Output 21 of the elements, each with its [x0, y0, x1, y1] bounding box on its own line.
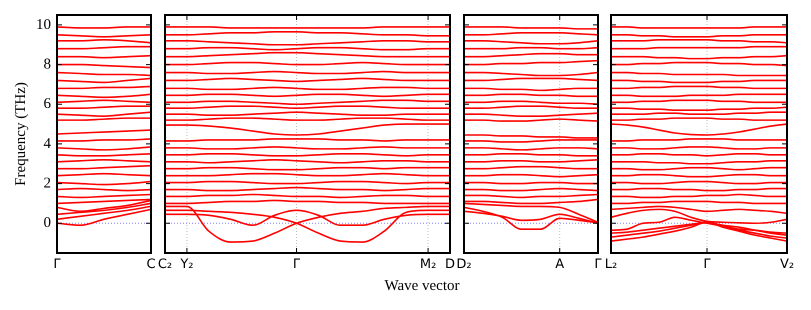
y-tick-label: 10 — [36, 16, 51, 33]
x-tick-label: C₂ — [158, 257, 172, 272]
x-tick-label: Γ — [53, 257, 62, 272]
x-tick-label: Y₂ — [179, 257, 194, 272]
x-tick-label: A — [555, 257, 564, 272]
x-axis-title: Wave vector — [384, 278, 460, 295]
x-tick-label: M₂ — [420, 257, 436, 272]
x-tick-label: D — [444, 257, 456, 272]
x-tick-label: L₂ — [604, 257, 618, 272]
y-tick-label: 6 — [44, 96, 52, 112]
y-tick-label: 8 — [44, 56, 51, 73]
y-axis-title: Frequency (THz) — [12, 82, 29, 186]
x-tick-label: C — [146, 257, 156, 272]
x-tick-label: Γ — [703, 257, 712, 272]
x-tick-label: V₂ — [780, 257, 794, 272]
y-tick-label: 2 — [44, 176, 51, 192]
y-tick-label: 4 — [44, 136, 52, 152]
y-tick-label: 0 — [44, 215, 51, 232]
x-tick-label: Γ — [292, 257, 301, 272]
x-tick-label: Γ — [594, 257, 602, 272]
x-tick-label: D₂ — [456, 257, 472, 272]
